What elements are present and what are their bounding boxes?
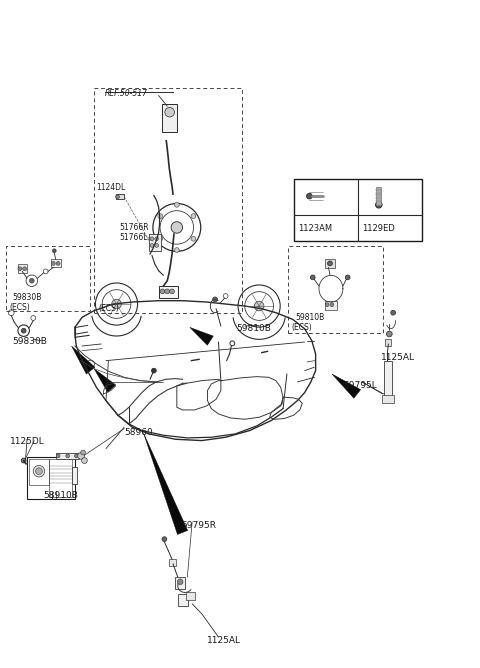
Circle shape [191,236,196,241]
Bar [288,246,383,333]
Text: (ECS): (ECS) [9,303,30,312]
Text: 59830B: 59830B [12,293,42,302]
Circle shape [18,267,22,271]
Bar [385,339,391,346]
Polygon shape [94,369,116,392]
Bar [6,246,90,311]
Circle shape [33,466,45,477]
Circle shape [327,261,332,266]
Circle shape [116,195,120,198]
Bar [27,457,75,498]
Bar [51,259,60,267]
Text: (ECS): (ECS) [292,323,312,332]
Circle shape [23,267,26,271]
Circle shape [160,289,165,294]
Circle shape [21,458,26,463]
Bar [72,467,77,484]
Text: 1125AL: 1125AL [381,353,415,362]
Circle shape [52,248,56,253]
Polygon shape [332,374,360,398]
Bar [175,577,185,589]
Text: 59810B: 59810B [295,313,324,322]
Bar [382,395,394,403]
Circle shape [158,236,163,241]
Circle shape [29,279,34,283]
Circle shape [165,289,169,294]
Bar [294,180,422,240]
Circle shape [386,331,392,337]
Bar [178,594,188,606]
Text: 58960: 58960 [124,428,153,437]
Text: 59795R: 59795R [181,521,216,530]
Bar [376,188,381,205]
Circle shape [169,289,174,294]
Bar [116,194,124,200]
Bar [325,301,336,310]
Circle shape [177,579,183,584]
Circle shape [174,202,179,207]
Circle shape [311,275,315,280]
Text: 1123AM: 1123AM [299,224,333,233]
Bar [325,259,335,268]
Circle shape [56,261,60,265]
Circle shape [254,301,264,311]
Bar [94,88,242,313]
Text: 58910B: 58910B [44,491,79,500]
Circle shape [330,303,334,307]
Bar [384,361,392,397]
Circle shape [375,202,382,208]
Circle shape [391,311,396,315]
Circle shape [36,468,42,474]
Circle shape [21,328,26,333]
Circle shape [345,275,350,280]
Circle shape [74,454,78,458]
Polygon shape [144,433,188,534]
Text: 1124DL: 1124DL [96,183,126,192]
Bar [18,264,26,273]
Bar [186,593,195,601]
Circle shape [66,454,70,458]
Circle shape [213,297,217,302]
Text: (ECS): (ECS) [99,304,120,313]
Circle shape [155,244,158,247]
Circle shape [56,454,60,458]
Bar [56,452,79,459]
Circle shape [78,452,84,459]
Text: 59830B: 59830B [12,337,48,347]
Circle shape [51,261,55,265]
Circle shape [112,299,121,309]
Text: 51766R: 51766R [120,223,149,232]
Text: REF.50-517: REF.50-517 [105,89,148,98]
Circle shape [150,244,154,247]
Text: 59795L: 59795L [343,381,377,391]
Bar [162,104,177,132]
Polygon shape [190,327,213,345]
Circle shape [162,537,167,542]
Polygon shape [72,346,95,374]
Bar [48,459,72,496]
Circle shape [81,450,85,455]
Bar [158,286,178,298]
Bar [29,459,48,484]
Circle shape [174,248,179,253]
Circle shape [171,222,182,233]
Text: 59810B: 59810B [236,324,271,333]
Circle shape [152,368,156,373]
Text: 1125AL: 1125AL [206,636,240,645]
Circle shape [191,214,196,218]
Circle shape [165,108,174,117]
Circle shape [155,237,158,240]
Bar [149,234,161,250]
Circle shape [150,237,154,240]
Circle shape [158,214,163,218]
Circle shape [307,193,312,199]
Bar [169,559,176,566]
Circle shape [82,458,87,464]
Circle shape [325,303,329,307]
Text: 51766L: 51766L [120,233,148,242]
Text: 1129ED: 1129ED [362,224,395,233]
Text: 1125DL: 1125DL [10,438,45,446]
